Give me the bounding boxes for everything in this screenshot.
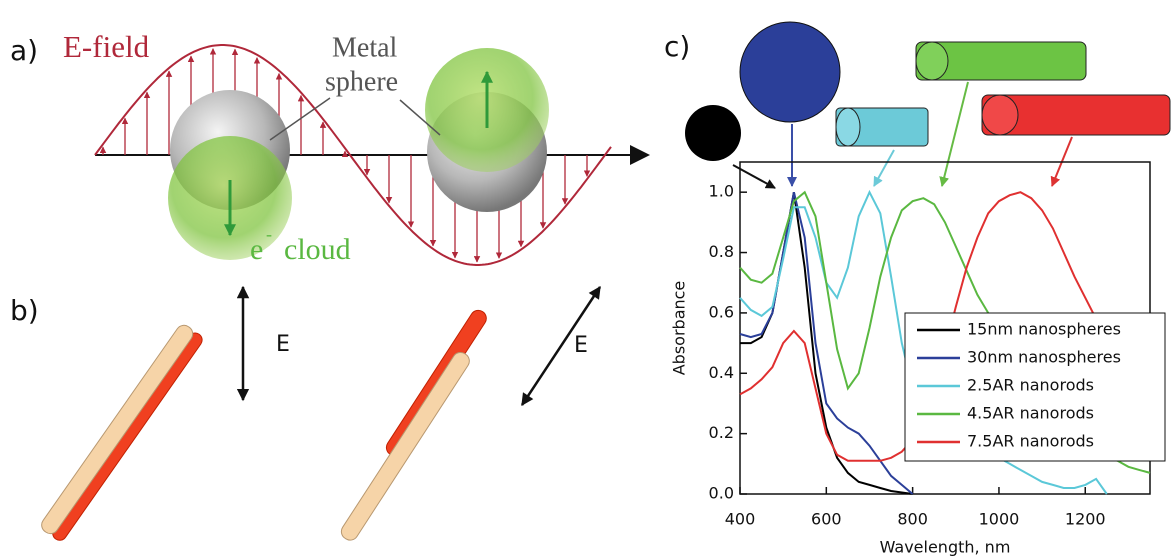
rod-icon [836,108,928,146]
pointer-arrow [942,82,968,186]
cloud-label: cloud [284,233,351,266]
nanorod [332,307,497,543]
panel-label: a) [10,34,38,67]
x-tick-label: 1000 [979,510,1020,529]
sphere-icon [685,105,741,161]
y-tick-label: 0.4 [709,363,734,382]
field-label: E-field [63,29,150,64]
x-axis-label: Wavelength, nm [880,538,1011,557]
legend-label: 15nm nanospheres [967,320,1121,339]
y-tick-label: 0.0 [709,484,734,503]
field-arrow [522,287,600,405]
sphere-label: Metal [332,32,398,63]
panel-label: c) [664,30,690,63]
y-axis-label: Absorbance [670,281,689,376]
sphere-label: sphere [325,66,398,97]
x-tick-label: 400 [725,510,756,529]
x-tick-label: 600 [811,510,842,529]
x-tick-label: 1200 [1065,510,1106,529]
legend-label: 30nm nanospheres [967,348,1121,367]
legend-label: 7.5AR nanorods [967,432,1094,451]
series-line [740,192,913,494]
rod-icon [982,95,1170,135]
cloud-label: e [250,233,263,266]
field-label: E [276,332,290,357]
series-line [740,192,913,494]
figure: a) E-field Metal sphere e - cloud b) E E… [0,0,1173,559]
y-tick-label: 0.8 [709,242,734,261]
y-tick-label: 0.2 [709,423,734,442]
x-tick-label: 800 [897,510,928,529]
y-tick-label: 0.6 [709,302,734,321]
pointer-arrow [874,150,894,186]
chart: 400 600 800 1000 1200 0.0 0.2 0.4 0.6 0.8 1.0 Wavel… [670,162,1166,557]
rod-icon [916,42,1086,80]
cloud-label-superscript: - [266,224,272,244]
y-tick-label: 1.0 [709,182,734,201]
panel-label: b) [10,294,39,327]
sphere-icon [740,22,840,122]
legend: 15nm nanospheres 30nm nanospheres 2.5AR na… [905,313,1165,461]
nanorod [39,322,205,543]
legend-label: 4.5AR nanorods [967,404,1094,423]
field-label: E [574,333,588,358]
axis-arrowhead [630,145,650,165]
legend-label: 2.5AR nanorods [967,376,1094,395]
